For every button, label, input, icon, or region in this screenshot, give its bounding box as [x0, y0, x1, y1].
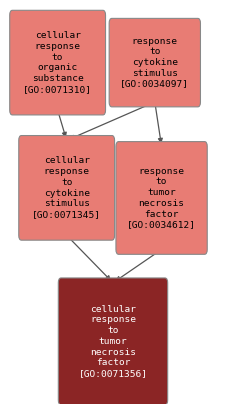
FancyBboxPatch shape: [109, 19, 200, 107]
FancyBboxPatch shape: [58, 278, 167, 404]
FancyBboxPatch shape: [19, 135, 114, 240]
Text: response
to
tumor
necrosis
factor
[GO:0034612]: response to tumor necrosis factor [GO:00…: [126, 166, 195, 229]
Text: cellular
response
to
organic
substance
[GO:0071310]: cellular response to organic substance […: [23, 31, 92, 94]
Text: response
to
cytokine
stimulus
[GO:0034097]: response to cytokine stimulus [GO:003409…: [120, 37, 189, 88]
FancyBboxPatch shape: [115, 142, 206, 255]
FancyBboxPatch shape: [10, 10, 105, 115]
Text: cellular
response
to
cytokine
stimulus
[GO:0071345]: cellular response to cytokine stimulus […: [32, 156, 101, 219]
Text: cellular
response
to
tumor
necrosis
factor
[GO:0071356]: cellular response to tumor necrosis fact…: [78, 305, 147, 378]
